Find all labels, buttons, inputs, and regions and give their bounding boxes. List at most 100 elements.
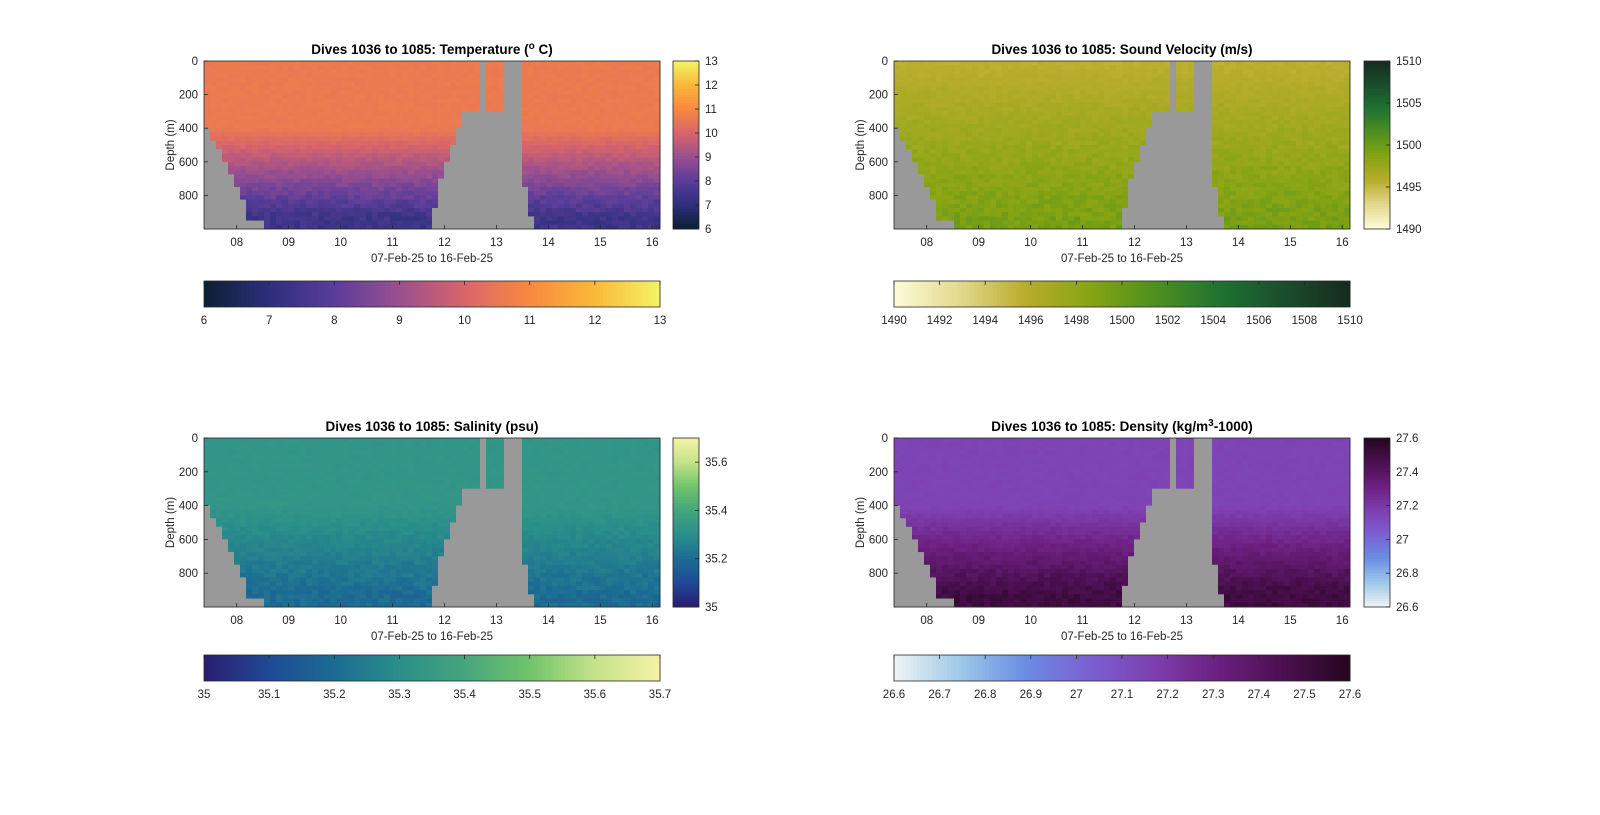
heatmap-cell	[1002, 115, 1009, 121]
heatmap-cell	[612, 157, 619, 163]
heatmap-cell	[648, 107, 655, 112]
heatmap-cell	[1002, 140, 1009, 146]
heatmap-cell	[552, 191, 559, 196]
heatmap-cell	[1128, 124, 1135, 129]
heatmap-cell	[282, 149, 289, 154]
heatmap-cell	[498, 103, 505, 108]
heatmap-cell	[1056, 65, 1063, 70]
heatmap-cell	[378, 199, 385, 205]
heatmap-cell	[420, 178, 427, 184]
heatmap-cell	[900, 182, 907, 188]
heatmap-cell	[618, 107, 625, 112]
heatmap-cell	[654, 153, 661, 158]
heatmap-cell	[1080, 98, 1087, 104]
heatmap-cell	[1050, 224, 1057, 230]
heatmap-cell	[354, 145, 361, 150]
heatmap-cell	[474, 119, 481, 125]
heatmap-cell	[270, 103, 277, 108]
heatmap-cell	[1020, 166, 1027, 171]
heatmap-cell	[462, 73, 469, 79]
heatmap-cell	[390, 103, 397, 108]
heatmap-cell	[204, 199, 211, 205]
heatmap-cell	[894, 191, 901, 196]
heatmap-cell	[960, 149, 967, 154]
heatmap-cell	[1092, 224, 1099, 230]
heatmap-cell	[438, 170, 445, 175]
x-tick-label: 13	[490, 237, 503, 249]
heatmap-cell	[480, 136, 487, 142]
heatmap-cell	[1104, 212, 1111, 217]
heatmap-cell	[474, 111, 481, 116]
heatmap-cell	[546, 203, 553, 209]
heatmap-cell	[402, 191, 409, 196]
heatmap-cell	[1032, 107, 1039, 112]
heatmap-cell	[390, 195, 397, 200]
heatmap-cell	[294, 111, 301, 116]
heatmap-cell	[210, 136, 217, 142]
heatmap-cell	[918, 191, 925, 196]
heatmap-cell	[630, 170, 637, 175]
heatmap-cell	[276, 94, 283, 100]
heatmap-cell	[546, 187, 553, 192]
heatmap-cell	[432, 98, 439, 104]
heatmap-cell	[258, 174, 265, 179]
heatmap-cell	[234, 107, 241, 112]
heatmap-cell	[342, 195, 349, 200]
heatmap-cell	[534, 90, 541, 95]
heatmap-cell	[1044, 94, 1051, 100]
heatmap-cell	[648, 136, 655, 142]
heatmap-cell	[1086, 90, 1093, 95]
heatmap-cell	[486, 69, 493, 74]
heatmap-cell	[1074, 90, 1081, 95]
heatmap-cell	[1116, 203, 1123, 209]
heatmap-cell	[942, 149, 949, 154]
colorbar-segment	[673, 97, 699, 101]
heatmap-cell	[426, 98, 433, 104]
heatmap-cell	[1050, 191, 1057, 196]
heatmap-cell	[1038, 94, 1045, 100]
heatmap-cell	[348, 119, 355, 125]
heatmap-cell	[1092, 111, 1099, 116]
heatmap-cell	[462, 132, 469, 137]
heatmap-cell	[1074, 216, 1081, 221]
heatmap-cell	[444, 203, 451, 209]
heatmap-cell	[360, 132, 367, 137]
heatmap-cell	[480, 157, 487, 163]
heatmap-cell	[1044, 153, 1051, 158]
heatmap-cell	[1098, 94, 1105, 100]
heatmap-cell	[246, 69, 253, 74]
heatmap-cell	[258, 145, 265, 150]
heatmap-cell	[498, 69, 505, 74]
heatmap-cell	[294, 145, 301, 150]
heatmap-cell	[906, 82, 913, 87]
heatmap-cell	[360, 103, 367, 108]
heatmap-cell	[342, 128, 349, 133]
heatmap-cell	[342, 178, 349, 184]
heatmap-cell	[1086, 107, 1093, 112]
colorbar-segment	[230, 281, 235, 307]
heatmap-cell	[414, 212, 421, 217]
heatmap-cell	[624, 77, 631, 83]
heatmap-cell	[426, 82, 433, 87]
heatmap-cell	[582, 157, 589, 163]
heatmap-cell	[558, 195, 565, 200]
heatmap-cell	[456, 203, 463, 209]
heatmap-cell	[222, 174, 229, 179]
heatmap-cell	[582, 195, 589, 200]
heatmap-cell	[648, 128, 655, 133]
heatmap-cell	[486, 220, 493, 226]
heatmap-cell	[624, 212, 631, 217]
heatmap-cell	[570, 128, 577, 133]
heatmap-cell	[582, 212, 589, 217]
heatmap-cell	[606, 195, 613, 200]
colorbar-segment	[673, 195, 699, 199]
heatmap-cell	[240, 157, 247, 163]
heatmap-cell	[324, 145, 331, 150]
heatmap-cell	[480, 187, 487, 192]
heatmap-cell	[1056, 220, 1063, 226]
heatmap-cell	[396, 98, 403, 104]
heatmap-cell	[300, 86, 307, 91]
heatmap-cell	[324, 216, 331, 221]
heatmap-cell	[1140, 153, 1147, 158]
heatmap-cell	[222, 182, 229, 188]
